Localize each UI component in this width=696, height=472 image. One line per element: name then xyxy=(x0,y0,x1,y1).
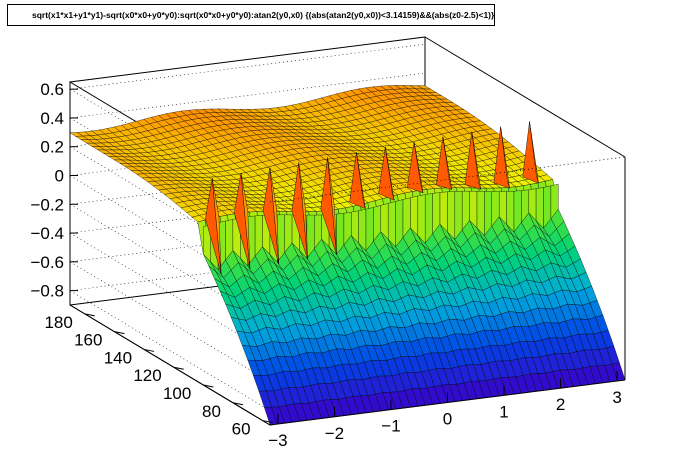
z-axis-ticks: −0.8 −0.6 −0.4 −0.2 0 0.2 0.4 0.6 xyxy=(30,80,78,305)
y-tick-mark xyxy=(143,348,155,352)
x-tick-label: −3 xyxy=(268,431,287,450)
z-tick-label: −0.4 xyxy=(30,224,64,243)
spike xyxy=(212,178,222,274)
y-tick-mark xyxy=(84,313,95,317)
y-tick-label: 80 xyxy=(202,402,221,421)
y-tick-mark xyxy=(232,402,244,406)
y-tick-label: 120 xyxy=(133,366,161,385)
y-tick-mark xyxy=(114,331,125,335)
spike xyxy=(442,136,452,190)
z-tick-label: −0.2 xyxy=(30,195,64,214)
ledge-cell xyxy=(388,201,396,248)
spike xyxy=(529,121,539,184)
x-tick-label: −1 xyxy=(381,417,400,436)
y-tick-label: 140 xyxy=(104,348,132,367)
spike xyxy=(500,126,510,189)
y-tick-mark xyxy=(173,366,184,370)
spike xyxy=(413,142,424,193)
spike xyxy=(385,147,395,201)
spike xyxy=(269,167,279,265)
x-axis-ticks: −3 −2 −1 0 1 2 3 xyxy=(268,371,622,450)
ledge-cell xyxy=(447,191,455,240)
spike xyxy=(356,152,366,209)
ledge-cell xyxy=(550,183,559,220)
spike xyxy=(471,131,481,190)
spike xyxy=(298,162,308,260)
y-tick-mark xyxy=(262,420,273,424)
z-tick-label: −0.6 xyxy=(30,253,64,272)
x-tick-label: 2 xyxy=(556,395,565,414)
spike xyxy=(240,172,251,269)
z-tick-label: −0.8 xyxy=(30,282,64,301)
chart-title: sqrt(x1*x1+y1*y1)-sqrt(x0*x0+y0*y0):sqrt… xyxy=(7,4,495,26)
z-tick-label: 0.2 xyxy=(40,138,64,157)
x-tick-label: 3 xyxy=(612,388,621,407)
x-tick-label: 0 xyxy=(443,410,452,429)
z-tick-label: 0.4 xyxy=(40,109,64,128)
x-tick-label: −2 xyxy=(325,424,344,443)
x-tick-label: 1 xyxy=(499,402,508,421)
spike xyxy=(327,157,337,255)
ledge-cell xyxy=(417,194,426,244)
y-tick-mark xyxy=(203,384,214,388)
top-right-edge xyxy=(424,36,626,158)
y-tick-label: 180 xyxy=(44,313,72,332)
y-tick-label: 160 xyxy=(74,331,102,350)
surface-mesh xyxy=(69,85,626,425)
z-tick-label: 0.6 xyxy=(40,80,64,99)
z-tick-label: 0 xyxy=(55,167,64,186)
y-axis-line xyxy=(69,304,271,426)
y-tick-label: 100 xyxy=(163,384,191,403)
ledge-cell xyxy=(476,191,485,237)
y-tick-label: 60 xyxy=(232,420,251,439)
